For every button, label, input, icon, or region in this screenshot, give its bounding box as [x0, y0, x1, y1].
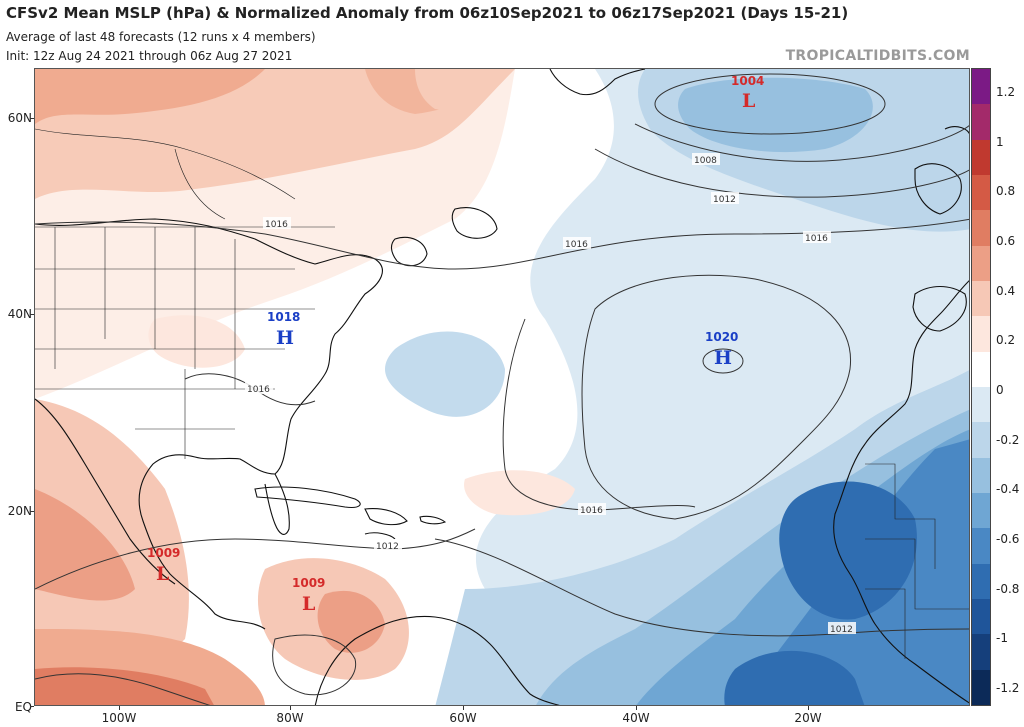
lat-tick — [30, 511, 34, 512]
colorbar-segment — [972, 386, 990, 423]
colorbar — [971, 68, 991, 706]
lon-tick — [290, 706, 291, 710]
map-panel: 1008 1012 1016 1016 1016 1016 1016 1012 … — [34, 68, 970, 706]
colorbar-tick-label: 0 — [996, 383, 1004, 397]
brand-watermark: TROPICALTIDBITS.COM — [785, 48, 970, 64]
header: CFSv2 Mean MSLP (hPa) & Normalized Anoma… — [0, 0, 1024, 68]
high-1018-letter: H — [276, 327, 294, 349]
colorbar-segment — [972, 174, 990, 211]
lat-tick — [30, 706, 34, 707]
isobar-label: 1016 — [580, 506, 603, 516]
coastlines — [35, 69, 969, 705]
colorbar-tick-label: 0.4 — [996, 283, 1016, 298]
isobar-label: 1016 — [265, 220, 288, 230]
lat-tick — [30, 314, 34, 315]
low-1009-caribbean-letter: L — [302, 593, 315, 615]
isobar-label: 1008 — [694, 156, 717, 166]
lat-tick — [30, 118, 34, 119]
lat-label-20n: 20N — [7, 504, 32, 518]
colorbar-tick-label: 1.2 — [996, 85, 1016, 99]
map-title: CFSv2 Mean MSLP (hPa) & Normalized Anoma… — [6, 4, 849, 22]
lat-label-eq: EQ — [14, 700, 32, 714]
lon-label-40w: 40W — [622, 711, 650, 725]
colorbar-tick-label: 0.2 — [996, 333, 1016, 348]
isobar-label: 1012 — [376, 542, 399, 552]
colorbar-tick-label: -1.2 — [996, 681, 1020, 695]
colorbar-segment — [972, 69, 990, 105]
lon-label-80w: 80W — [276, 711, 304, 725]
colorbar-tick-label: -1 — [996, 631, 1008, 646]
isobar-label: 1012 — [830, 625, 853, 635]
colorbar-segment — [972, 280, 990, 317]
isobars — [35, 73, 969, 705]
colorbar-tick-label: 1 — [996, 134, 1004, 149]
colorbar-tick-label: -0.6 — [996, 532, 1020, 546]
map-canvas: 1008 1012 1016 1016 1016 1016 1016 1012 … — [35, 69, 969, 705]
isobar-label: 1016 — [247, 385, 270, 395]
lon-label-100w: 100W — [101, 711, 137, 725]
colorbar-tick-label: -0.4 — [996, 482, 1020, 497]
colorbar-segment — [972, 104, 990, 140]
colorbar-segment — [972, 598, 990, 635]
colorbar-segment — [972, 563, 990, 599]
colorbar-tick-label: -0.8 — [996, 581, 1020, 596]
colorbar-tick-label: 0.8 — [996, 184, 1016, 199]
colorbar-segment — [972, 210, 990, 246]
low-1009-pacific-value: 1009 — [147, 546, 180, 560]
high-1020-value: 1020 — [705, 330, 738, 344]
colorbar-segment — [972, 139, 990, 175]
lon-tick — [463, 706, 464, 710]
lon-tick — [119, 706, 120, 710]
colorbar-segment — [972, 316, 990, 352]
low-1004-letter: L — [742, 90, 755, 112]
colorbar-segment — [972, 422, 990, 458]
pressure-systems: 1004 L 1018 H 1020 H 1009 L 1009 L — [147, 74, 764, 615]
colorbar-tick-label: 0.6 — [996, 234, 1016, 248]
colorbar-segment — [972, 492, 990, 529]
anomaly-shading — [35, 69, 969, 705]
isobar-labels: 1008 1012 1016 1016 1016 1016 1016 1012 … — [245, 153, 856, 635]
lon-tick — [808, 706, 809, 710]
colorbar-segment — [972, 669, 990, 705]
colorbar-segment — [972, 351, 990, 387]
isobar-label: 1016 — [805, 234, 828, 244]
low-1009-pacific-letter: L — [156, 563, 169, 585]
isobar-label: 1012 — [713, 195, 736, 205]
lat-label-40n: 40N — [7, 307, 32, 321]
map-subtitle: Average of last 48 forecasts (12 runs x … — [6, 30, 316, 44]
political-borders — [35, 128, 969, 659]
lon-label-60w: 60W — [449, 711, 477, 725]
high-1020-letter: H — [714, 347, 732, 369]
init-time: Init: 12z Aug 24 2021 through 06z Aug 27… — [6, 49, 293, 63]
lon-label-20w: 20W — [794, 711, 822, 725]
colorbar-tick-label: -0.2 — [996, 432, 1020, 447]
low-1009-caribbean-value: 1009 — [292, 576, 325, 590]
lat-label-60n: 60N — [7, 111, 32, 125]
colorbar-segment — [972, 245, 990, 281]
lon-tick — [636, 706, 637, 710]
colorbar-segment — [972, 457, 990, 493]
isobar-label: 1016 — [565, 240, 588, 250]
colorbar-segment — [972, 528, 990, 564]
low-1004-value: 1004 — [731, 74, 764, 88]
colorbar-segment — [972, 634, 990, 670]
high-1018-value: 1018 — [267, 310, 300, 324]
